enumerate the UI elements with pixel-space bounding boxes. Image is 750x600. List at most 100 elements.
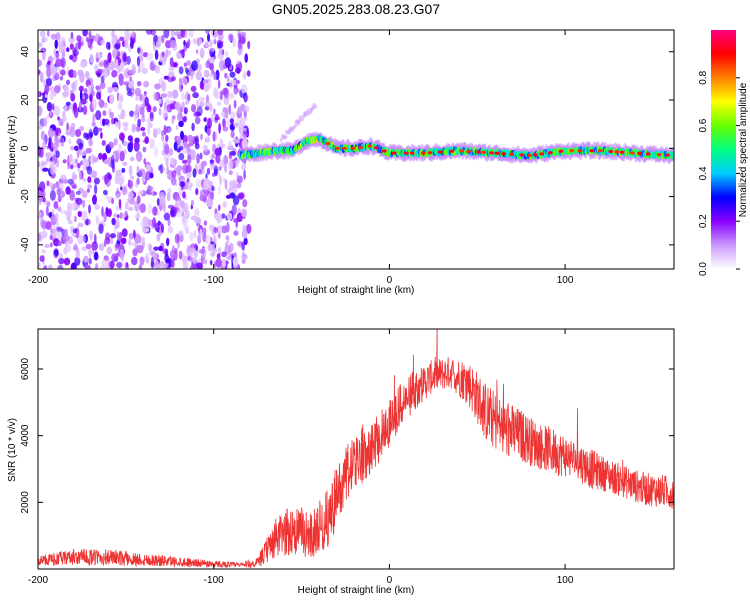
spectrogram-noise-speck	[156, 210, 160, 217]
spectrogram-noise-speck	[131, 123, 136, 133]
spectrogram-noise-speck	[226, 212, 233, 221]
spectrogram-noise-speck	[115, 252, 120, 257]
spectrogram-noise-speck	[52, 182, 60, 189]
spectrogram-noise-speck	[97, 53, 102, 60]
spectrogram-noise-speck	[230, 130, 235, 138]
spectrogram-y-tick-label: 0	[20, 145, 31, 151]
spectrogram-signal-peak	[403, 151, 409, 155]
spectrogram-noise-speck	[222, 118, 226, 128]
spectrogram-noise-speck	[58, 36, 66, 45]
spectrogram-noise-speck	[69, 54, 74, 60]
spectrogram-noise-speck	[110, 236, 114, 245]
spectrogram-signal-peak	[547, 151, 553, 155]
spectrogram-noise-speck	[82, 177, 87, 182]
spectrogram-noise-speck	[212, 131, 216, 142]
spectrogram-noise-speck	[133, 110, 138, 116]
spectrogram-noise-speck	[55, 58, 62, 68]
spectrogram-noise-speck	[41, 161, 48, 166]
colorbar-ticks: 0.0 0.2 0.4 0.6 0.8	[698, 70, 740, 276]
spectrogram-noise-speck	[218, 185, 221, 196]
spectrogram-noise-speck	[172, 115, 176, 120]
spectrogram-noise-speck	[103, 240, 107, 247]
spectrogram-noise-speck	[162, 248, 169, 254]
spectrogram-noise-speck	[149, 138, 155, 150]
spectrogram-noise-speck	[217, 204, 221, 211]
spectrogram-noise-speck	[69, 43, 74, 50]
spectrogram-noise-speck	[190, 85, 197, 92]
spectrogram-noise-speck	[150, 256, 154, 268]
spectrogram-noise-speck	[167, 90, 173, 99]
spectrogram-noise-speck	[89, 95, 92, 101]
spectrogram-noise-speck	[209, 56, 215, 65]
spectrogram-signal-peak	[619, 150, 625, 154]
spectrogram-noise-speck	[68, 154, 73, 166]
spectrogram-noise-speck	[53, 201, 59, 209]
spectrogram-noise-speck	[73, 215, 77, 223]
spectrogram-noise-speck	[156, 233, 161, 242]
spectrogram-x-ticks: -200 -100 0 100	[28, 30, 574, 286]
spectrogram-noise-speck	[239, 122, 243, 128]
spectrogram-signal-peak	[481, 150, 487, 154]
spectrogram-noise-speck	[78, 40, 82, 50]
spectrogram-noise-speck	[200, 163, 205, 170]
spectrogram-noise-speck	[165, 49, 169, 58]
spectrogram-noise-speck	[85, 147, 93, 154]
spectrogram-noise-speck	[203, 82, 210, 93]
spectrogram-x-tick-label: -100	[204, 275, 224, 286]
spectrogram-noise-speck	[221, 258, 226, 268]
spectrogram-noise-speck	[88, 248, 92, 258]
spectrogram-noise-speck	[93, 177, 100, 185]
spectrogram-noise-speck	[242, 70, 247, 80]
spectrogram-noise-speck	[40, 30, 46, 38]
spectrogram-y-axis-label: Frequency (Hz)	[7, 116, 18, 185]
spectrogram-noise-speck	[174, 233, 180, 244]
spectrogram-noise-speck	[112, 87, 119, 92]
spectrogram-noise-speck	[147, 203, 152, 214]
spectrogram-noise-speck	[183, 224, 190, 231]
spectrogram-noise-speck	[62, 110, 66, 118]
spectrogram-noise-speck	[145, 30, 153, 35]
spectrogram-noise-speck	[195, 188, 199, 196]
spectrogram-noise-speck	[190, 199, 195, 206]
spectrogram-noise-speck	[92, 99, 97, 110]
spectrogram-signal-core	[671, 152, 674, 160]
spectrogram-noise-speck	[142, 228, 150, 233]
spectrogram-noise-speck	[237, 106, 242, 115]
spectrogram-noise-speck	[206, 94, 209, 103]
snr-x-tick-label: -100	[204, 575, 224, 586]
spectrogram-noise-speck	[55, 32, 61, 40]
spectrogram-noise-speck	[153, 246, 159, 251]
spectrogram-noise-speck	[139, 106, 145, 115]
spectrogram-noise-speck	[214, 148, 220, 156]
spectrogram-noise-speck	[83, 88, 88, 94]
spectrogram-signal-peak	[509, 152, 515, 156]
spectrogram-noise-speck	[77, 162, 81, 168]
spectrogram-noise-speck	[70, 225, 73, 233]
spectrogram-noise-speck	[123, 124, 128, 132]
spectrogram-noise-speck	[63, 246, 68, 255]
spectrogram-noise-speck	[53, 90, 57, 97]
spectrogram-noise-speck	[241, 258, 246, 264]
spectrogram-noise-speck	[229, 79, 234, 89]
spectrogram-noise-speck	[144, 136, 149, 145]
spectrogram-noise-speck	[216, 253, 221, 260]
spectrogram-noise-speck	[74, 145, 79, 151]
spectrogram-noise-speck	[158, 245, 163, 252]
spectrogram-noise-speck	[170, 30, 175, 38]
spectrogram-noise-speck	[95, 110, 102, 121]
spectrogram-noise-speck	[233, 230, 239, 236]
spectrogram-noise-speck	[182, 202, 189, 213]
spectrogram-noise-speck	[67, 209, 72, 217]
spectrogram-noise-speck	[38, 124, 43, 130]
spectrogram-noise-speck	[96, 72, 101, 78]
spectrogram-noise-speck	[222, 143, 226, 149]
spectrogram-noise-speck	[141, 176, 146, 183]
spectrogram-noise-speck	[238, 32, 242, 43]
snr-x-axis-label: Height of straight line (km)	[298, 585, 415, 596]
spectrogram-noise-speck	[246, 223, 252, 234]
spectrogram-noise-speck	[182, 164, 189, 174]
spectrogram-noise-speck	[139, 93, 143, 102]
spectrogram-noise-speck	[103, 159, 109, 165]
spectrogram-noise-speck	[186, 144, 191, 154]
